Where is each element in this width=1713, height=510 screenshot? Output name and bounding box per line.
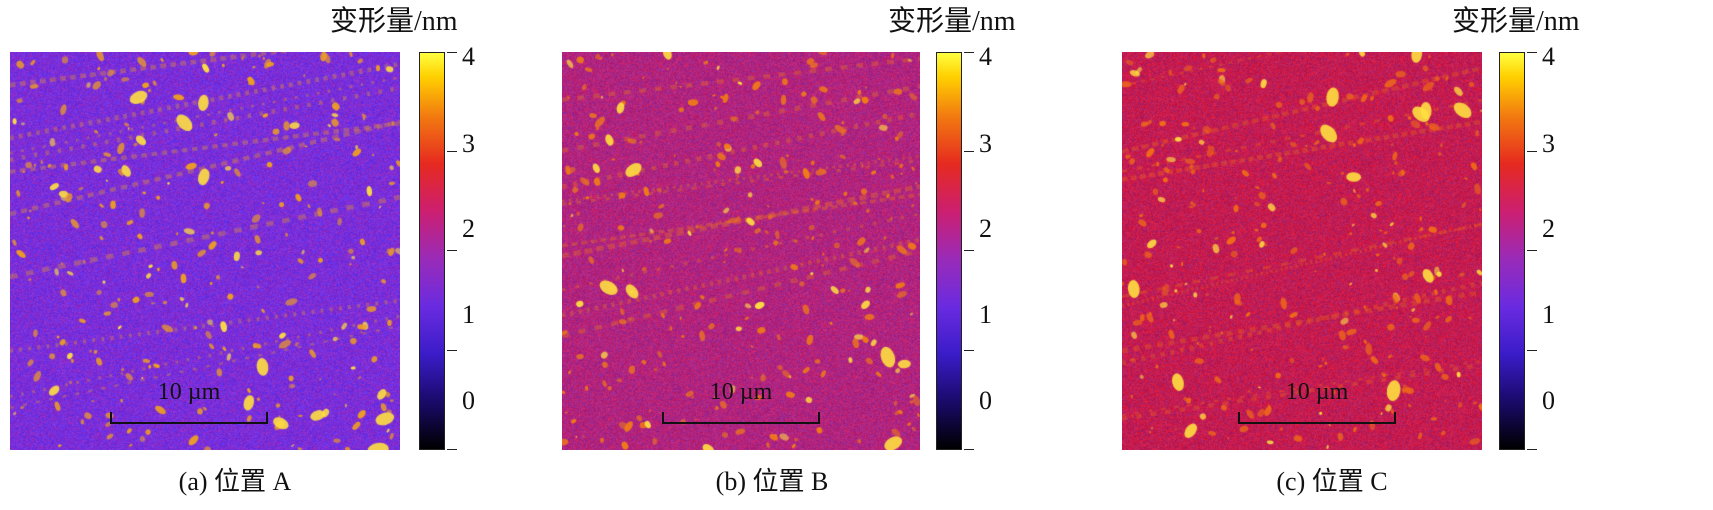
panel-caption: (b) 位置 B <box>715 467 829 496</box>
panel-a: 变形量/nm 10 µm 4 3 2 1 0 (a) 位置 A <box>0 0 560 510</box>
scalebar <box>1238 408 1396 424</box>
scalebar-label: 10 µm <box>157 379 221 405</box>
panel-c: 变形量/nm 10 µm 4 3 2 1 0 (c) 位置 C <box>1112 0 1672 510</box>
colorbar <box>419 52 445 450</box>
colorbar-tick-1: 1 <box>1542 300 1555 329</box>
colorbar-tick-3: 3 <box>979 129 992 158</box>
scalebar <box>662 408 820 424</box>
colorbar-tick-2: 2 <box>979 214 992 243</box>
colorbar-tick-4: 4 <box>1542 42 1555 71</box>
colorbar-unit-label: 变形量/nm <box>1452 6 1580 37</box>
scalebar-label: 10 µm <box>1285 379 1349 405</box>
panel-caption: (a) 位置 A <box>178 467 292 496</box>
colorbar-tick-4: 4 <box>462 42 475 71</box>
colorbar-unit-label: 变形量/nm <box>888 6 1016 37</box>
deformation-map-a <box>10 52 400 450</box>
deformation-map-b <box>562 52 920 450</box>
colorbar <box>1499 52 1525 450</box>
scalebar-label: 10 µm <box>709 379 773 405</box>
colorbar-tick-0: 0 <box>462 386 475 415</box>
colorbar-tick-1: 1 <box>462 300 475 329</box>
panel-caption: (c) 位置 C <box>1276 467 1388 496</box>
colorbar-tick-1: 1 <box>979 300 992 329</box>
panel-b: 变形量/nm 10 µm 4 3 2 1 0 (b) 位置 B <box>552 0 1112 510</box>
colorbar-tick-2: 2 <box>462 214 475 243</box>
colorbar-tick-0: 0 <box>1542 386 1555 415</box>
colorbar-unit-label: 变形量/nm <box>330 6 458 37</box>
colorbar-tick-2: 2 <box>1542 214 1555 243</box>
scalebar <box>110 408 268 424</box>
deformation-map-c <box>1122 52 1482 450</box>
colorbar <box>936 52 962 450</box>
colorbar-tick-3: 3 <box>1542 129 1555 158</box>
colorbar-tick-3: 3 <box>462 129 475 158</box>
colorbar-tick-0: 0 <box>979 386 992 415</box>
colorbar-tick-4: 4 <box>979 42 992 71</box>
